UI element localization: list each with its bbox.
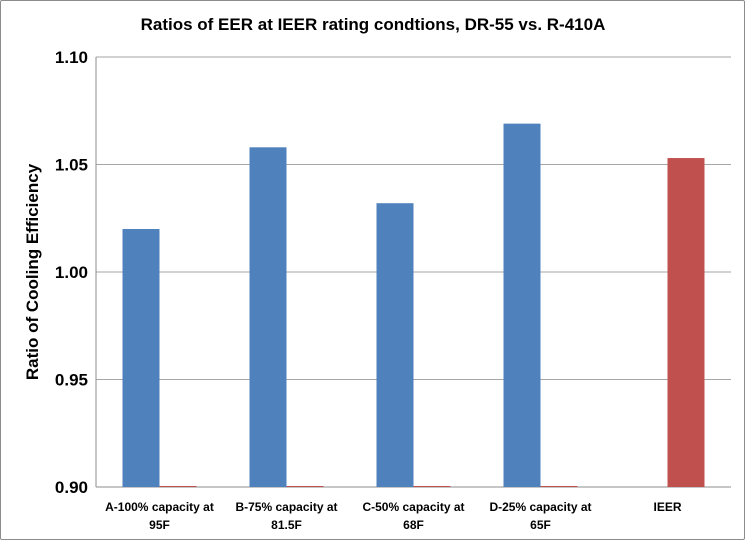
y-axis-label: Ratio of Cooling Efficiency	[23, 163, 42, 380]
x-tick-label-line: 65F	[530, 518, 551, 532]
bar-series-1-cat-3	[376, 203, 414, 487]
bar-series-2-cat-5	[667, 158, 705, 488]
bar-series-2-cat-4	[540, 486, 578, 487]
bar-series-2-cat-3	[413, 486, 451, 487]
y-tick-label: 1.00	[55, 263, 88, 282]
x-tick-label-line: C-50% capacity at	[362, 500, 464, 514]
y-tick-label: 0.90	[55, 478, 88, 497]
x-tick-label-line: 81.5F	[271, 518, 302, 532]
x-tick-label-line: 68F	[403, 518, 424, 532]
x-tick-label-line: 95F	[149, 518, 170, 532]
bar-series-1-cat-1	[122, 229, 160, 487]
y-tick-label: 0.95	[55, 371, 88, 390]
x-tick-label: B-75% capacity at 81.5F	[235, 500, 337, 532]
x-tick-label-line: B-75% capacity at	[235, 500, 337, 514]
x-tick-label: A-100% capacity at 95F	[105, 500, 214, 532]
x-tick-label: C-50% capacity at 68F	[362, 500, 464, 532]
y-tick-label: 1.10	[55, 48, 88, 67]
bar-series-2-cat-1	[159, 486, 197, 487]
y-tick-label: 1.05	[55, 156, 88, 175]
x-tick-label-line: A-100% capacity at	[105, 500, 214, 514]
x-tick-label-line: IEER	[653, 500, 681, 514]
bar-series-1-cat-4	[503, 123, 541, 488]
x-tick-label-line: D-25% capacity at	[489, 500, 591, 514]
chart-title: Ratios of EER at IEER rating condtions, …	[141, 15, 606, 34]
x-tick-label: D-25% capacity at 65F	[489, 500, 591, 532]
x-tick-label: IEER	[653, 500, 681, 514]
bars	[122, 123, 705, 488]
x-tick-labels: A-100% capacity at 95F B-75% capacity at 81…	[105, 500, 682, 532]
y-tick-labels: 0.90 0.95 1.00 1.05 1.10	[55, 48, 88, 497]
bar-series-1-cat-2	[249, 147, 287, 488]
bar-series-2-cat-2	[286, 486, 324, 487]
